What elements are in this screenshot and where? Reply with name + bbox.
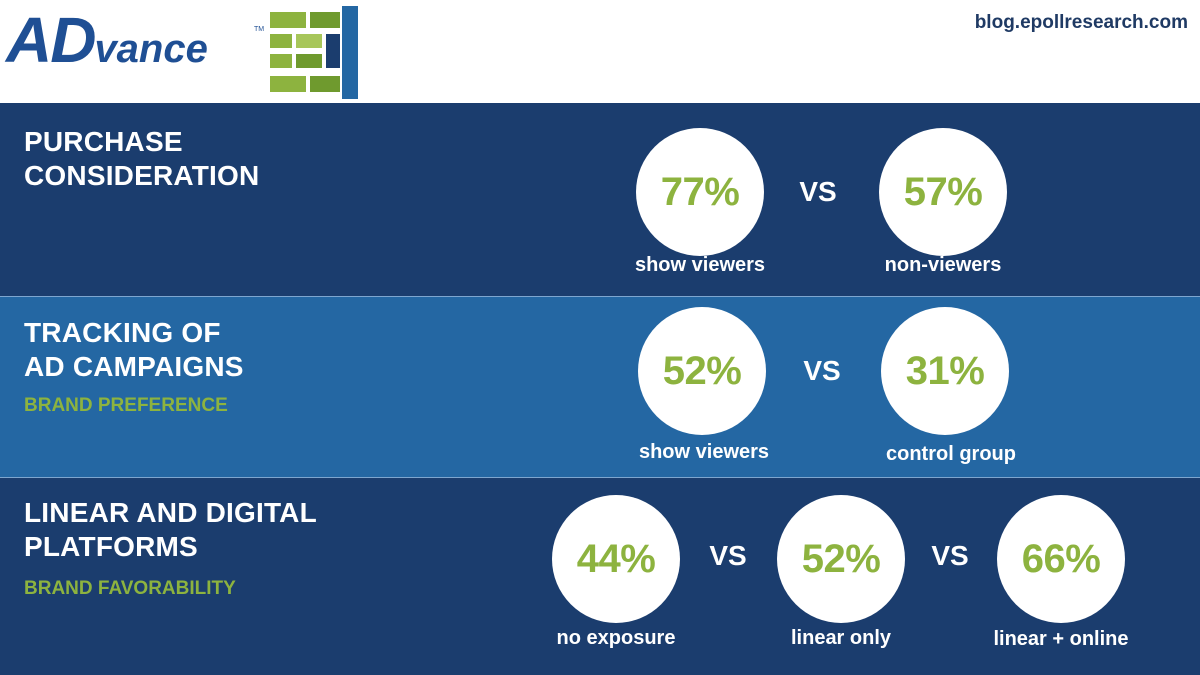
vs-label: VS (803, 355, 841, 386)
band-subtitle: BRAND PREFERENCE (24, 395, 228, 416)
band-ad-campaign-tracking: TRACKING OF AD CAMPAIGNS BRAND PREFERENC… (0, 296, 1200, 477)
stat-caption: show viewers (638, 441, 770, 463)
band-title: TRACKING OF AD CAMPAIGNS (24, 317, 244, 382)
stat-caption: no exposure (556, 627, 676, 649)
stat-value: 52% (801, 536, 881, 581)
vs-label: VS (931, 540, 969, 571)
stat-value: 77% (660, 169, 740, 214)
stat-circle: 66% (997, 495, 1125, 623)
logo-vance-text: vance (94, 27, 208, 71)
stat-caption: show viewers (634, 254, 766, 276)
band-linear-digital-platforms: LINEAR AND DIGITAL PLATFORMS BRAND FAVOR… (0, 477, 1200, 675)
band-divider (0, 477, 1200, 478)
stat-circle: 31% (881, 307, 1009, 435)
stat-circle: 52% (638, 307, 766, 435)
band-subtitle: BRAND FAVORABILITY (24, 578, 236, 599)
stat-circle: 52% (777, 495, 905, 623)
stat-value: 52% (662, 348, 742, 393)
stat-circle: 77% (636, 128, 764, 256)
site-url: blog.epollresearch.com (974, 12, 1188, 33)
logo-trademark: TM (254, 26, 265, 33)
header: ADvance TM blog.epollresearch.com (0, 0, 1200, 103)
band-purchase-consideration: PURCHASE CONSIDERATION 77% VS 57% show v… (0, 103, 1200, 296)
stat-caption: control group (886, 443, 1016, 465)
stat-value: 57% (903, 169, 983, 214)
stat-value: 44% (576, 536, 656, 581)
stat-value: 31% (905, 348, 985, 393)
logo-ad-text: AD (6, 4, 96, 76)
stat-circle: 44% (552, 495, 680, 623)
advance-logo: ADvance TM (6, 0, 358, 103)
band-title: PURCHASE CONSIDERATION (24, 126, 260, 191)
logo-wordmark: ADvance (6, 6, 208, 74)
vs-label: VS (709, 540, 747, 571)
stat-circle: 57% (879, 128, 1007, 256)
stat-value: 66% (1021, 536, 1101, 581)
stat-caption: linear + online (993, 628, 1129, 650)
band-title: LINEAR AND DIGITAL PLATFORMS (24, 497, 317, 562)
vs-label: VS (799, 176, 837, 207)
stat-caption: non-viewers (884, 254, 1002, 276)
band-divider (0, 296, 1200, 297)
stat-caption: linear only (790, 627, 892, 649)
logo-e-mark-icon (266, 6, 358, 99)
